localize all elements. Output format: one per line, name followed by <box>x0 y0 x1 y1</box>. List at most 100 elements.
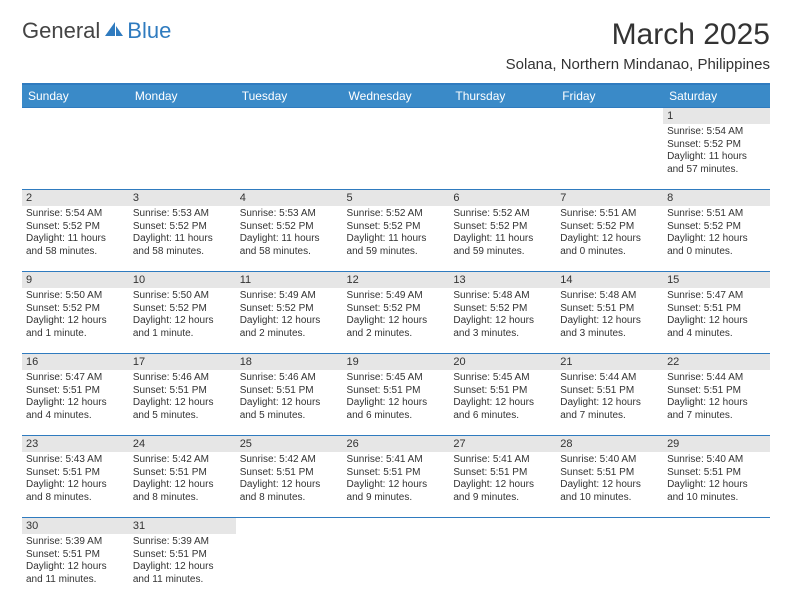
daylight-text: Daylight: 11 hours and 58 minutes. <box>240 233 339 258</box>
sail-icon <box>103 18 125 44</box>
sunset-text: Sunset: 5:52 PM <box>133 303 232 316</box>
day-details: Sunrise: 5:49 AMSunset: 5:52 PMDaylight:… <box>343 288 450 342</box>
day-number: 14 <box>556 272 663 288</box>
calendar-cell <box>236 108 343 190</box>
day-details: Sunrise: 5:44 AMSunset: 5:51 PMDaylight:… <box>556 370 663 424</box>
calendar-week: 16Sunrise: 5:47 AMSunset: 5:51 PMDayligh… <box>22 354 770 436</box>
sunrise-text: Sunrise: 5:49 AM <box>347 290 446 303</box>
calendar-cell: 18 Sunrise: 5:46 AMSunset: 5:51 PMDayligh… <box>236 354 343 436</box>
sunrise-text: Sunrise: 5:42 AM <box>240 454 339 467</box>
day-number: 2 <box>22 190 129 206</box>
daylight-text: Daylight: 12 hours and 1 minute. <box>133 315 232 340</box>
sunrise-text: Sunrise: 5:40 AM <box>667 454 766 467</box>
daylight-text: Daylight: 12 hours and 4 minutes. <box>667 315 766 340</box>
day-details: Sunrise: 5:47 AMSunset: 5:51 PMDaylight:… <box>22 370 129 424</box>
sunset-text: Sunset: 5:51 PM <box>667 385 766 398</box>
day-details: Sunrise: 5:40 AMSunset: 5:51 PMDaylight:… <box>663 452 770 506</box>
calendar-cell: 7Sunrise: 5:51 AMSunset: 5:52 PMDaylight… <box>556 190 663 272</box>
sunrise-text: Sunrise: 5:46 AM <box>133 372 232 385</box>
daylight-text: Daylight: 11 hours and 59 minutes. <box>453 233 552 258</box>
sunset-text: Sunset: 5:52 PM <box>347 303 446 316</box>
sunset-text: Sunset: 5:51 PM <box>133 549 232 562</box>
calendar-cell: 21Sunrise: 5:44 AMSunset: 5:51 PMDayligh… <box>556 354 663 436</box>
day-header: Monday <box>129 84 236 108</box>
day-details: Sunrise: 5:50 AMSunset: 5:52 PMDaylight:… <box>22 288 129 342</box>
calendar-cell: 27Sunrise: 5:41 AMSunset: 5:51 PMDayligh… <box>449 436 556 518</box>
brand-part2: Blue <box>127 18 171 44</box>
daylight-text: Daylight: 12 hours and 2 minutes. <box>240 315 339 340</box>
calendar-cell: 6Sunrise: 5:52 AMSunset: 5:52 PMDaylight… <box>449 190 556 272</box>
day-number: 20 <box>449 354 556 370</box>
day-details: Sunrise: 5:41 AMSunset: 5:51 PMDaylight:… <box>449 452 556 506</box>
day-number: 31 <box>129 518 236 534</box>
sunset-text: Sunset: 5:51 PM <box>667 467 766 480</box>
day-header: Sunday <box>22 84 129 108</box>
calendar-cell <box>556 518 663 600</box>
calendar-cell: 30Sunrise: 5:39 AMSunset: 5:51 PMDayligh… <box>22 518 129 600</box>
daylight-text: Daylight: 12 hours and 10 minutes. <box>667 479 766 504</box>
sunset-text: Sunset: 5:51 PM <box>240 385 339 398</box>
sunset-text: Sunset: 5:52 PM <box>26 303 125 316</box>
daylight-text: Daylight: 12 hours and 2 minutes. <box>347 315 446 340</box>
sunrise-text: Sunrise: 5:53 AM <box>133 208 232 221</box>
daylight-text: Daylight: 12 hours and 7 minutes. <box>560 397 659 422</box>
day-number: 28 <box>556 436 663 452</box>
calendar-cell: 2Sunrise: 5:54 AMSunset: 5:52 PMDaylight… <box>22 190 129 272</box>
calendar-week: 9Sunrise: 5:50 AMSunset: 5:52 PMDaylight… <box>22 272 770 354</box>
calendar-week: 23Sunrise: 5:43 AMSunset: 5:51 PMDayligh… <box>22 436 770 518</box>
location-subtitle: Solana, Northern Mindanao, Philippines <box>506 56 770 73</box>
day-number: 21 <box>556 354 663 370</box>
day-details: Sunrise: 5:54 AMSunset: 5:52 PMDaylight:… <box>22 206 129 260</box>
calendar-cell: 28Sunrise: 5:40 AMSunset: 5:51 PMDayligh… <box>556 436 663 518</box>
calendar-cell <box>236 518 343 600</box>
daylight-text: Daylight: 12 hours and 8 minutes. <box>240 479 339 504</box>
day-details: Sunrise: 5:47 AMSunset: 5:51 PMDaylight:… <box>663 288 770 342</box>
brand-logo: General Blue <box>22 18 171 44</box>
daylight-text: Daylight: 12 hours and 5 minutes. <box>133 397 232 422</box>
calendar-cell: 20Sunrise: 5:45 AMSunset: 5:51 PMDayligh… <box>449 354 556 436</box>
daylight-text: Daylight: 12 hours and 3 minutes. <box>560 315 659 340</box>
calendar-cell: 25Sunrise: 5:42 AMSunset: 5:51 PMDayligh… <box>236 436 343 518</box>
calendar-cell <box>22 108 129 190</box>
sunset-text: Sunset: 5:51 PM <box>347 385 446 398</box>
day-number: 16 <box>22 354 129 370</box>
sunrise-text: Sunrise: 5:46 AM <box>240 372 339 385</box>
calendar-cell <box>556 108 663 190</box>
sunrise-text: Sunrise: 5:52 AM <box>347 208 446 221</box>
calendar-cell: 4Sunrise: 5:53 AMSunset: 5:52 PMDaylight… <box>236 190 343 272</box>
sunrise-text: Sunrise: 5:39 AM <box>133 536 232 549</box>
daylight-text: Daylight: 11 hours and 59 minutes. <box>347 233 446 258</box>
sunrise-text: Sunrise: 5:45 AM <box>453 372 552 385</box>
page-header: General Blue March 2025 Solana, Northern… <box>22 18 770 73</box>
calendar-cell <box>449 518 556 600</box>
calendar-cell: 11Sunrise: 5:49 AMSunset: 5:52 PMDayligh… <box>236 272 343 354</box>
sunrise-text: Sunrise: 5:50 AM <box>26 290 125 303</box>
calendar-cell: 9Sunrise: 5:50 AMSunset: 5:52 PMDaylight… <box>22 272 129 354</box>
sunrise-text: Sunrise: 5:47 AM <box>667 290 766 303</box>
calendar-cell <box>343 518 450 600</box>
sunset-text: Sunset: 5:52 PM <box>240 303 339 316</box>
sunset-text: Sunset: 5:51 PM <box>240 467 339 480</box>
daylight-text: Daylight: 12 hours and 5 minutes. <box>240 397 339 422</box>
daylight-text: Daylight: 12 hours and 11 minutes. <box>26 561 125 586</box>
sunset-text: Sunset: 5:51 PM <box>560 303 659 316</box>
sunrise-text: Sunrise: 5:48 AM <box>453 290 552 303</box>
sunrise-text: Sunrise: 5:48 AM <box>560 290 659 303</box>
sunset-text: Sunset: 5:52 PM <box>667 139 766 152</box>
day-header-row: SundayMondayTuesdayWednesdayThursdayFrid… <box>22 84 770 108</box>
day-details: Sunrise: 5:51 AMSunset: 5:52 PMDaylight:… <box>663 206 770 260</box>
day-number: 18 <box>236 354 343 370</box>
day-details: Sunrise: 5:44 AMSunset: 5:51 PMDaylight:… <box>663 370 770 424</box>
calendar-cell: 8Sunrise: 5:51 AMSunset: 5:52 PMDaylight… <box>663 190 770 272</box>
calendar-cell: 10Sunrise: 5:50 AMSunset: 5:52 PMDayligh… <box>129 272 236 354</box>
sunrise-text: Sunrise: 5:54 AM <box>667 126 766 139</box>
sunrise-text: Sunrise: 5:51 AM <box>560 208 659 221</box>
day-details: Sunrise: 5:53 AMSunset: 5:52 PMDaylight:… <box>236 206 343 260</box>
calendar-week: 30Sunrise: 5:39 AMSunset: 5:51 PMDayligh… <box>22 518 770 600</box>
sunrise-text: Sunrise: 5:39 AM <box>26 536 125 549</box>
sunset-text: Sunset: 5:51 PM <box>560 385 659 398</box>
daylight-text: Daylight: 12 hours and 9 minutes. <box>453 479 552 504</box>
calendar-cell: 13Sunrise: 5:48 AMSunset: 5:52 PMDayligh… <box>449 272 556 354</box>
day-details: Sunrise: 5:41 AMSunset: 5:51 PMDaylight:… <box>343 452 450 506</box>
calendar-cell: 16Sunrise: 5:47 AMSunset: 5:51 PMDayligh… <box>22 354 129 436</box>
